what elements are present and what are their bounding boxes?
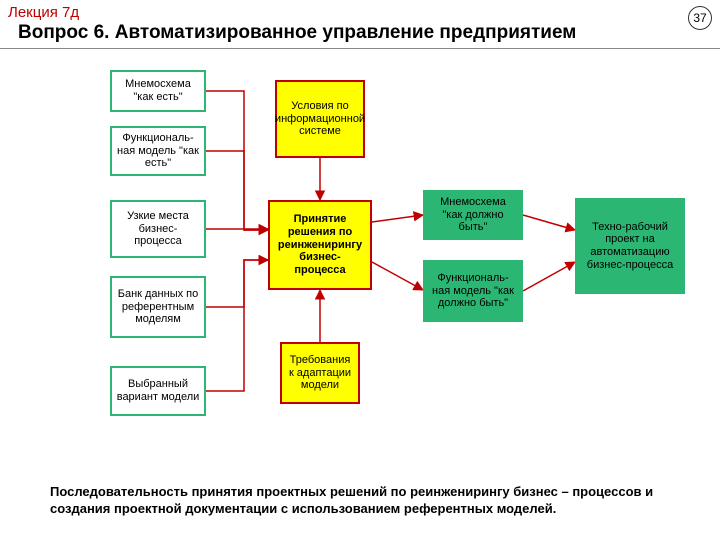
lecture-label: Лекция 7д bbox=[8, 4, 79, 21]
node-uzkie: Узкие места бизнес-процесса bbox=[110, 200, 206, 258]
node-usloviya: Условия по информационной системе bbox=[275, 80, 365, 158]
edge-bank-prinyatie bbox=[206, 260, 268, 307]
page-number-badge: 37 bbox=[688, 6, 712, 30]
title-underline bbox=[0, 48, 720, 49]
edge-prinyatie-func_tobe bbox=[372, 262, 423, 290]
node-mnemo_asis: Мнемосхема "как есть" bbox=[110, 70, 206, 112]
node-techno: Техно-рабочий проект на автоматизацию би… bbox=[575, 198, 685, 294]
page-title: Вопрос 6. Автоматизированное управление … bbox=[18, 22, 576, 44]
edge-mnemo_asis-prinyatie bbox=[206, 91, 268, 230]
caption-text: Последовательность принятия проектных ре… bbox=[50, 484, 670, 518]
node-variant: Выбранный вариант модели bbox=[110, 366, 206, 416]
edge-func_tobe-techno bbox=[523, 262, 575, 291]
edge-prinyatie-mnemo_tobe bbox=[372, 215, 423, 222]
node-mnemo_tobe: Мнемосхема "как должно быть" bbox=[423, 190, 523, 240]
node-bank: Банк данных по референтным моделям bbox=[110, 276, 206, 338]
edge-mnemo_tobe-techno bbox=[523, 215, 575, 230]
edge-func_asis-prinyatie bbox=[206, 151, 268, 230]
edge-variant-prinyatie bbox=[206, 260, 268, 391]
node-func_tobe: Функциональ-ная модель "как должно быть" bbox=[423, 260, 523, 322]
node-prinyatie: Принятие решения по реинженирингу бизнес… bbox=[268, 200, 372, 290]
node-trebovaniya: Требования к адаптации модели bbox=[280, 342, 360, 404]
node-func_asis: Функциональ-ная модель "как есть" bbox=[110, 126, 206, 176]
